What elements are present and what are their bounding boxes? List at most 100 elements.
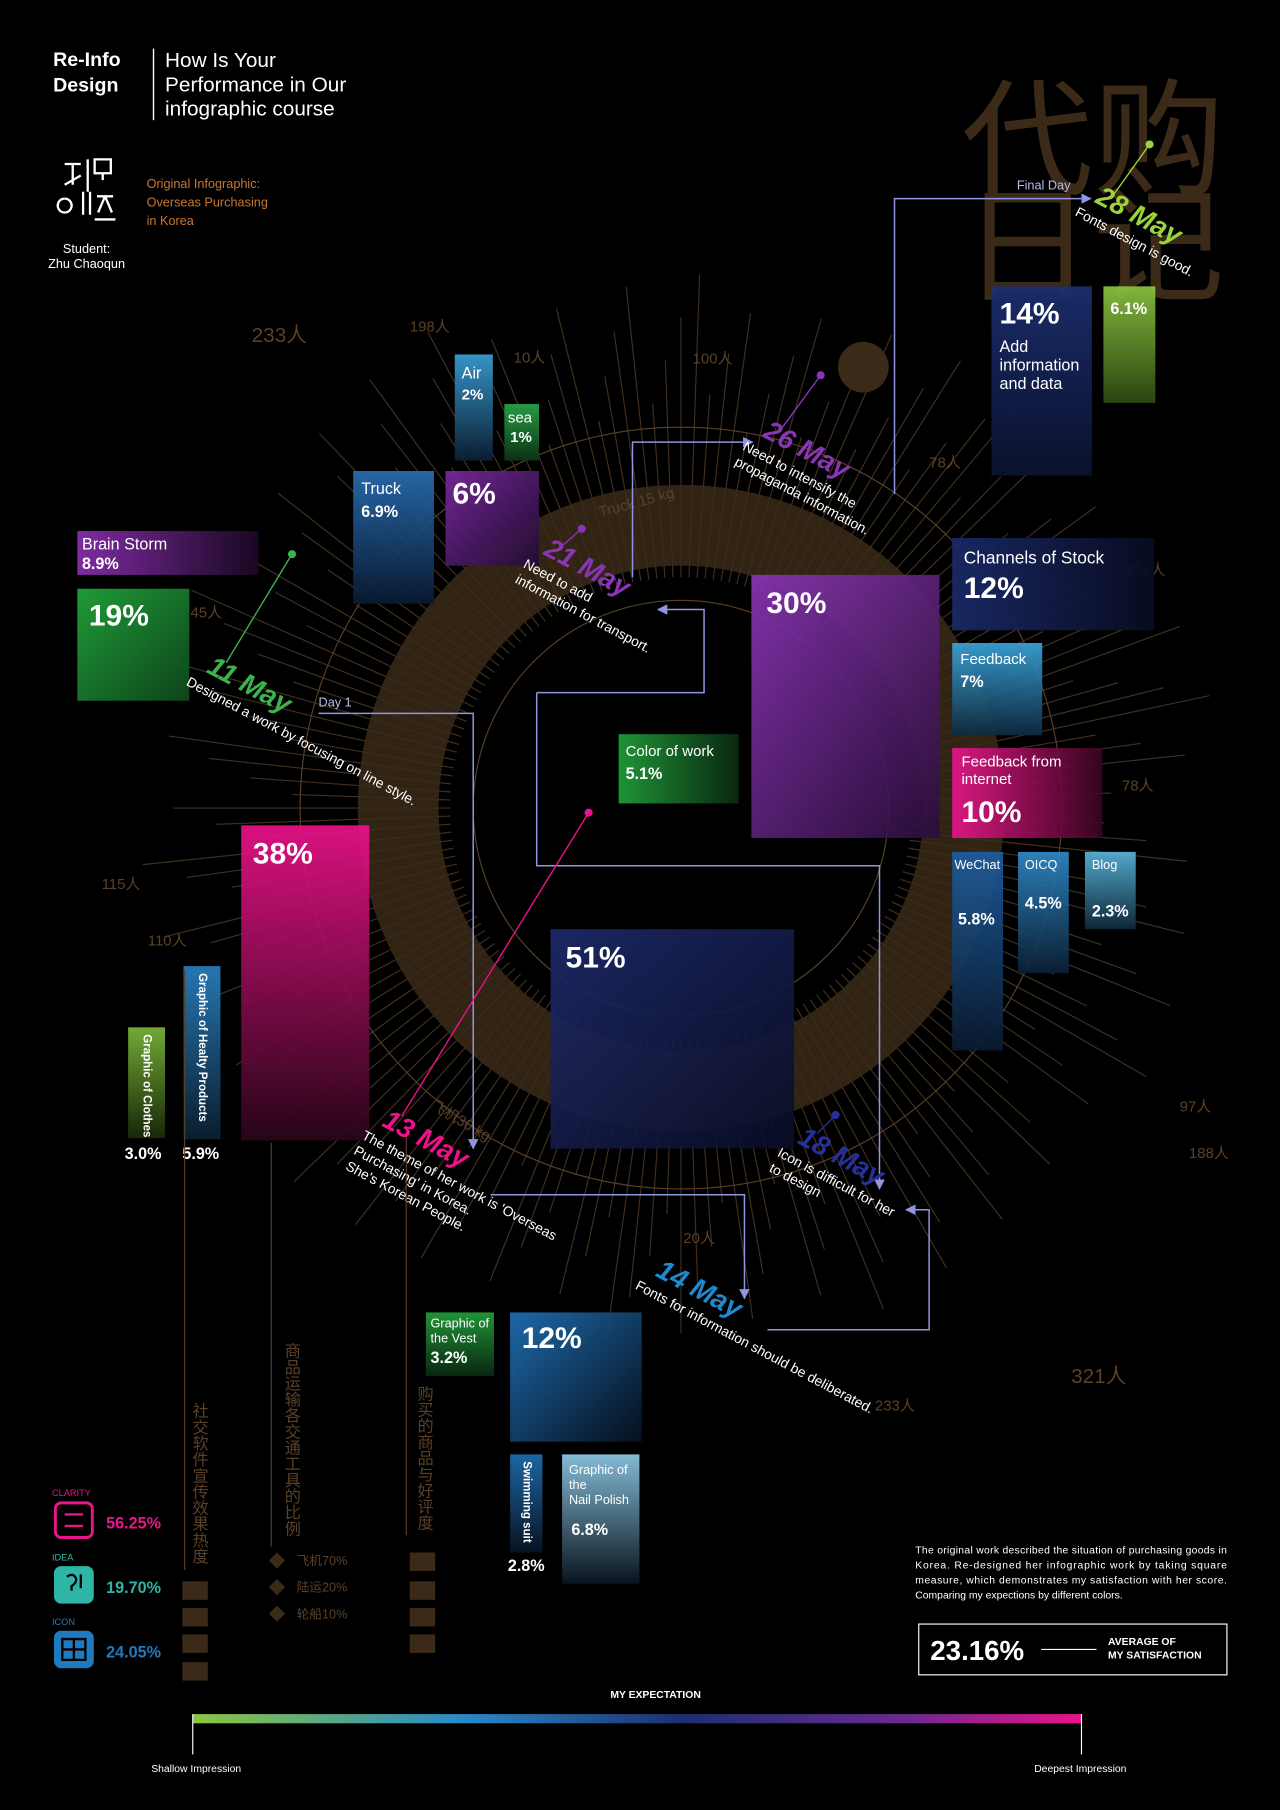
background-label: 233人 [252,324,308,347]
box-value: 7% [960,673,983,691]
summary-label: AVERAGE OF [1108,1637,1176,1648]
box-label: sea [508,410,533,427]
box-value: 3.2% [431,1349,468,1367]
column-square [409,1581,436,1600]
box [952,642,1043,736]
box-value: 6.8% [571,1521,608,1539]
background-label: 198人 [410,318,450,335]
summary-text: measure, which demonstrates my satisfact… [915,1576,1227,1587]
legend-glyph [61,1637,87,1661]
box [353,471,434,604]
box [1103,286,1156,403]
box [454,354,493,461]
legend-glyph [64,1513,84,1528]
box-label: the Vest [431,1331,477,1345]
bean-logo [837,341,889,393]
box-label: OICQ [1025,858,1058,872]
original: in Korea [147,214,195,228]
background-label: 45人 [190,605,222,622]
transport-icon [268,1605,286,1622]
box-value: 5.9% [182,1145,219,1163]
box-label: Add [1000,338,1029,356]
box-label: Color of work [626,743,715,760]
connector [490,1193,750,1300]
box-label: Feedback [960,651,1026,668]
box [751,574,940,839]
box-value: 14% [1000,297,1060,330]
scale-high: Deepest Impression [1034,1764,1126,1775]
box [510,1312,642,1442]
logo [56,158,116,221]
background-label: 10人 [514,350,546,367]
transport-icon [268,1552,286,1569]
box [562,1454,640,1584]
legend-name: CLARITY [52,1488,91,1498]
box-label: Graphic of Clothes [141,1034,153,1137]
box-value: 2.8% [508,1557,545,1575]
legend-value: 19.70% [106,1579,161,1597]
summary-text: Korea. Re-designed her infographic work … [915,1561,1227,1572]
background-label: 100人 [693,351,733,368]
box-value: 38% [253,837,313,870]
title: Performance in Our [165,73,346,96]
box [183,966,221,1140]
brand: Re-Info [53,49,121,71]
summary-text: The original work described the situatio… [915,1546,1227,1557]
original: Original Infographic: [147,177,261,191]
box-label: information [1000,357,1080,375]
legend-name: IDEA [52,1553,74,1563]
summary-box [918,1623,1228,1676]
box-label: Blog [1092,858,1117,872]
background-label: 78人 [1122,778,1154,795]
background-label: 78人 [929,455,961,472]
box [77,531,259,575]
connector [767,1204,930,1331]
box [618,734,739,804]
connector [893,193,1092,495]
box-label: WeChat [955,858,1001,872]
box-value: 8.9% [82,555,119,573]
box-label: internet [961,771,1012,788]
box-value: 10% [961,796,1021,829]
student: Student: [63,242,110,256]
box [1017,851,1069,974]
box [952,851,1003,1051]
box [1084,851,1136,930]
background-label: 115人 [102,876,141,893]
box [952,537,1155,631]
box [550,929,795,1149]
box-label: Nail Polish [569,1493,629,1507]
transport-icon [268,1579,286,1596]
box-value: 5.8% [958,911,995,929]
column-square [409,1607,436,1627]
summary-text: Comparing my expections by different col… [915,1591,1122,1602]
box-value: 6.1% [1110,300,1147,318]
box-value: 6% [452,477,495,510]
box-label: the [569,1478,587,1492]
original: Overseas Purchasing [147,196,268,210]
legend-value: 24.05% [106,1644,161,1662]
box-value: 12% [522,1322,582,1355]
box [77,588,190,701]
column-title: 社交软件宣传效果热度 [190,1402,209,1564]
box-value: 30% [766,587,826,620]
column-title: 购买的商品与好评度 [415,1385,434,1530]
connector [631,436,754,578]
background-label: 188人 [1189,1145,1229,1162]
pointer-dot [287,550,297,559]
pointer [781,374,822,428]
summary-label: MY SATISFACTION [1108,1651,1202,1662]
day-marker: Final Day [1017,178,1071,192]
box-value: 12% [964,572,1024,605]
box-value: 6.9% [361,503,398,521]
box [952,748,1103,839]
background-label: 20人 [683,1230,715,1247]
box-label: Graphic of Healty Products [196,973,208,1122]
pointer [562,528,583,546]
column-square [182,1662,208,1681]
box-value: 5.1% [626,765,663,783]
title: How Is Your [165,49,276,72]
box-label: Truck [361,480,402,498]
column-square [182,1607,208,1627]
